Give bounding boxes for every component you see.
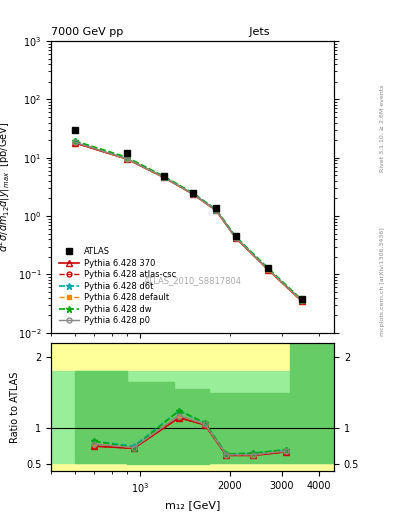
Pythia 6.428 p0 <box>299 297 304 304</box>
Line: Pythia 6.428 d6t: Pythia 6.428 d6t <box>71 138 305 304</box>
Pythia 6.428 atlas-csc <box>190 191 195 197</box>
Pythia 6.428 atlas-csc <box>233 235 238 241</box>
Pythia 6.428 p0 <box>233 234 238 241</box>
ATLAS <box>125 150 129 156</box>
Y-axis label: $d^2\sigma/dm_{12}d|y|_{max}$  [pb/GeV]: $d^2\sigma/dm_{12}d|y|_{max}$ [pb/GeV] <box>0 122 12 252</box>
Line: Pythia 6.428 atlas-csc: Pythia 6.428 atlas-csc <box>72 140 304 304</box>
Pythia 6.428 370 <box>190 191 195 197</box>
Pythia 6.428 dw <box>72 138 77 144</box>
ATLAS <box>266 265 271 271</box>
Pythia 6.428 370 <box>266 267 271 273</box>
Pythia 6.428 dw <box>162 173 166 179</box>
Pythia 6.428 atlas-csc <box>266 267 271 273</box>
Pythia 6.428 d6t <box>266 266 271 272</box>
Pythia 6.428 p0 <box>266 266 271 272</box>
Pythia 6.428 default <box>162 174 166 180</box>
Pythia 6.428 atlas-csc <box>125 156 129 162</box>
Pythia 6.428 default <box>214 207 219 214</box>
ATLAS <box>162 173 166 179</box>
Pythia 6.428 default <box>299 298 304 304</box>
ATLAS <box>190 190 195 196</box>
Pythia 6.428 default <box>233 235 238 241</box>
Pythia 6.428 d6t <box>72 138 77 144</box>
Pythia 6.428 p0 <box>72 139 77 145</box>
Pythia 6.428 370 <box>214 207 219 214</box>
Pythia 6.428 atlas-csc <box>162 174 166 180</box>
Pythia 6.428 atlas-csc <box>72 140 77 146</box>
Pythia 6.428 default <box>266 267 271 273</box>
Text: 7000 GeV pp                                    Jets: 7000 GeV pp Jets <box>51 28 270 37</box>
Pythia 6.428 default <box>190 191 195 197</box>
Pythia 6.428 370 <box>233 235 238 241</box>
ATLAS <box>299 296 304 302</box>
Pythia 6.428 d6t <box>190 190 195 197</box>
Text: mcplots.cern.ch [arXiv:1306.3436]: mcplots.cern.ch [arXiv:1306.3436] <box>380 227 385 336</box>
Legend: ATLAS, Pythia 6.428 370, Pythia 6.428 atlas-csc, Pythia 6.428 d6t, Pythia 6.428 : ATLAS, Pythia 6.428 370, Pythia 6.428 at… <box>55 244 179 329</box>
Pythia 6.428 dw <box>266 265 271 271</box>
Line: Pythia 6.428 dw: Pythia 6.428 dw <box>71 137 305 303</box>
Pythia 6.428 dw <box>299 296 304 303</box>
Pythia 6.428 370 <box>125 156 129 162</box>
Line: Pythia 6.428 370: Pythia 6.428 370 <box>72 140 305 304</box>
Pythia 6.428 d6t <box>125 155 129 161</box>
Pythia 6.428 d6t <box>162 174 166 180</box>
Pythia 6.428 370 <box>299 298 304 304</box>
Pythia 6.428 p0 <box>190 190 195 197</box>
X-axis label: m₁₂ [GeV]: m₁₂ [GeV] <box>165 500 220 510</box>
Pythia 6.428 370 <box>72 140 77 146</box>
Line: Pythia 6.428 default: Pythia 6.428 default <box>72 140 304 304</box>
Pythia 6.428 dw <box>125 154 129 160</box>
Pythia 6.428 p0 <box>162 174 166 180</box>
Y-axis label: Ratio to ATLAS: Ratio to ATLAS <box>11 371 20 443</box>
Pythia 6.428 d6t <box>233 234 238 241</box>
Pythia 6.428 d6t <box>214 207 219 213</box>
ATLAS <box>233 233 238 240</box>
Line: Pythia 6.428 p0: Pythia 6.428 p0 <box>72 140 304 303</box>
Pythia 6.428 dw <box>214 206 219 212</box>
Pythia 6.428 dw <box>233 234 238 240</box>
Pythia 6.428 atlas-csc <box>299 298 304 304</box>
Pythia 6.428 default <box>72 139 77 145</box>
Text: Rivet 3.1.10, ≥ 2.6M events: Rivet 3.1.10, ≥ 2.6M events <box>380 84 385 172</box>
Pythia 6.428 p0 <box>214 207 219 213</box>
Pythia 6.428 p0 <box>125 156 129 162</box>
Pythia 6.428 dw <box>190 190 195 196</box>
Line: ATLAS: ATLAS <box>71 126 305 303</box>
Pythia 6.428 370 <box>162 174 166 180</box>
Pythia 6.428 d6t <box>299 297 304 304</box>
ATLAS <box>214 205 219 211</box>
Pythia 6.428 atlas-csc <box>214 207 219 214</box>
ATLAS <box>72 127 77 133</box>
Text: ATLAS_2010_S8817804: ATLAS_2010_S8817804 <box>143 276 242 285</box>
Pythia 6.428 default <box>125 156 129 162</box>
